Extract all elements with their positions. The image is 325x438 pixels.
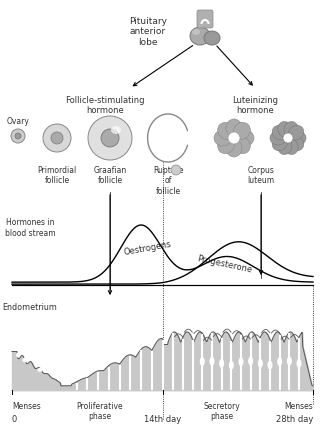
Ellipse shape [278, 121, 292, 138]
Ellipse shape [258, 359, 263, 368]
Ellipse shape [288, 125, 304, 140]
Ellipse shape [192, 29, 200, 35]
Ellipse shape [30, 343, 34, 347]
Ellipse shape [155, 123, 169, 133]
Circle shape [283, 133, 293, 143]
Circle shape [101, 129, 119, 147]
Text: Follicle-stimulating
hormone: Follicle-stimulating hormone [65, 96, 145, 115]
Circle shape [11, 129, 25, 143]
Circle shape [228, 132, 240, 144]
Ellipse shape [229, 360, 234, 370]
Ellipse shape [296, 359, 302, 368]
Ellipse shape [16, 353, 20, 357]
Ellipse shape [290, 131, 306, 145]
Ellipse shape [22, 357, 28, 363]
Ellipse shape [270, 131, 286, 145]
Circle shape [51, 132, 63, 144]
Ellipse shape [37, 368, 43, 372]
Ellipse shape [284, 121, 298, 138]
Text: Proliferative
phase: Proliferative phase [77, 402, 123, 421]
Ellipse shape [284, 139, 298, 155]
Ellipse shape [209, 357, 215, 366]
Text: Graafian
follicle: Graafian follicle [93, 166, 127, 185]
Ellipse shape [233, 122, 250, 139]
Ellipse shape [248, 357, 253, 366]
Ellipse shape [214, 130, 232, 146]
Ellipse shape [226, 139, 242, 157]
Text: 0: 0 [12, 415, 17, 424]
Ellipse shape [277, 357, 282, 366]
Ellipse shape [190, 27, 210, 45]
Ellipse shape [233, 137, 250, 154]
Ellipse shape [287, 357, 292, 366]
Text: Secretory
phase: Secretory phase [204, 402, 240, 421]
Ellipse shape [218, 122, 235, 139]
Ellipse shape [204, 31, 220, 45]
Text: Menses: Menses [12, 402, 41, 411]
Ellipse shape [239, 357, 243, 366]
Text: Hormones in
blood stream: Hormones in blood stream [5, 218, 55, 238]
Text: Pituitary
anterior
lobe: Pituitary anterior lobe [129, 17, 167, 47]
Ellipse shape [267, 360, 272, 370]
Circle shape [88, 116, 132, 160]
Ellipse shape [272, 136, 288, 151]
Ellipse shape [46, 348, 50, 352]
Polygon shape [148, 114, 188, 162]
Text: Endometrium: Endometrium [3, 303, 58, 312]
Circle shape [15, 133, 21, 139]
Text: Progesterone: Progesterone [197, 254, 254, 274]
Ellipse shape [226, 119, 242, 137]
Ellipse shape [236, 130, 254, 146]
Ellipse shape [219, 359, 224, 368]
Text: Luteinizing
hormone: Luteinizing hormone [232, 96, 278, 115]
Text: 28th day: 28th day [276, 415, 313, 424]
Text: Primordial
follicle: Primordial follicle [37, 166, 77, 185]
Text: Rupture
of
follicle: Rupture of follicle [153, 166, 183, 196]
Ellipse shape [200, 357, 205, 366]
Ellipse shape [278, 139, 292, 155]
Ellipse shape [288, 136, 304, 151]
Ellipse shape [218, 137, 235, 154]
Circle shape [171, 165, 181, 175]
FancyBboxPatch shape [197, 10, 213, 28]
Circle shape [43, 124, 71, 152]
Text: Corpus
luteum: Corpus luteum [247, 166, 275, 185]
Text: Menses: Menses [284, 402, 313, 411]
Ellipse shape [272, 125, 288, 140]
Text: 14th day: 14th day [144, 415, 181, 424]
Text: Oestrogens: Oestrogens [124, 240, 173, 257]
Ellipse shape [111, 126, 121, 134]
Text: Ovary: Ovary [6, 117, 30, 127]
